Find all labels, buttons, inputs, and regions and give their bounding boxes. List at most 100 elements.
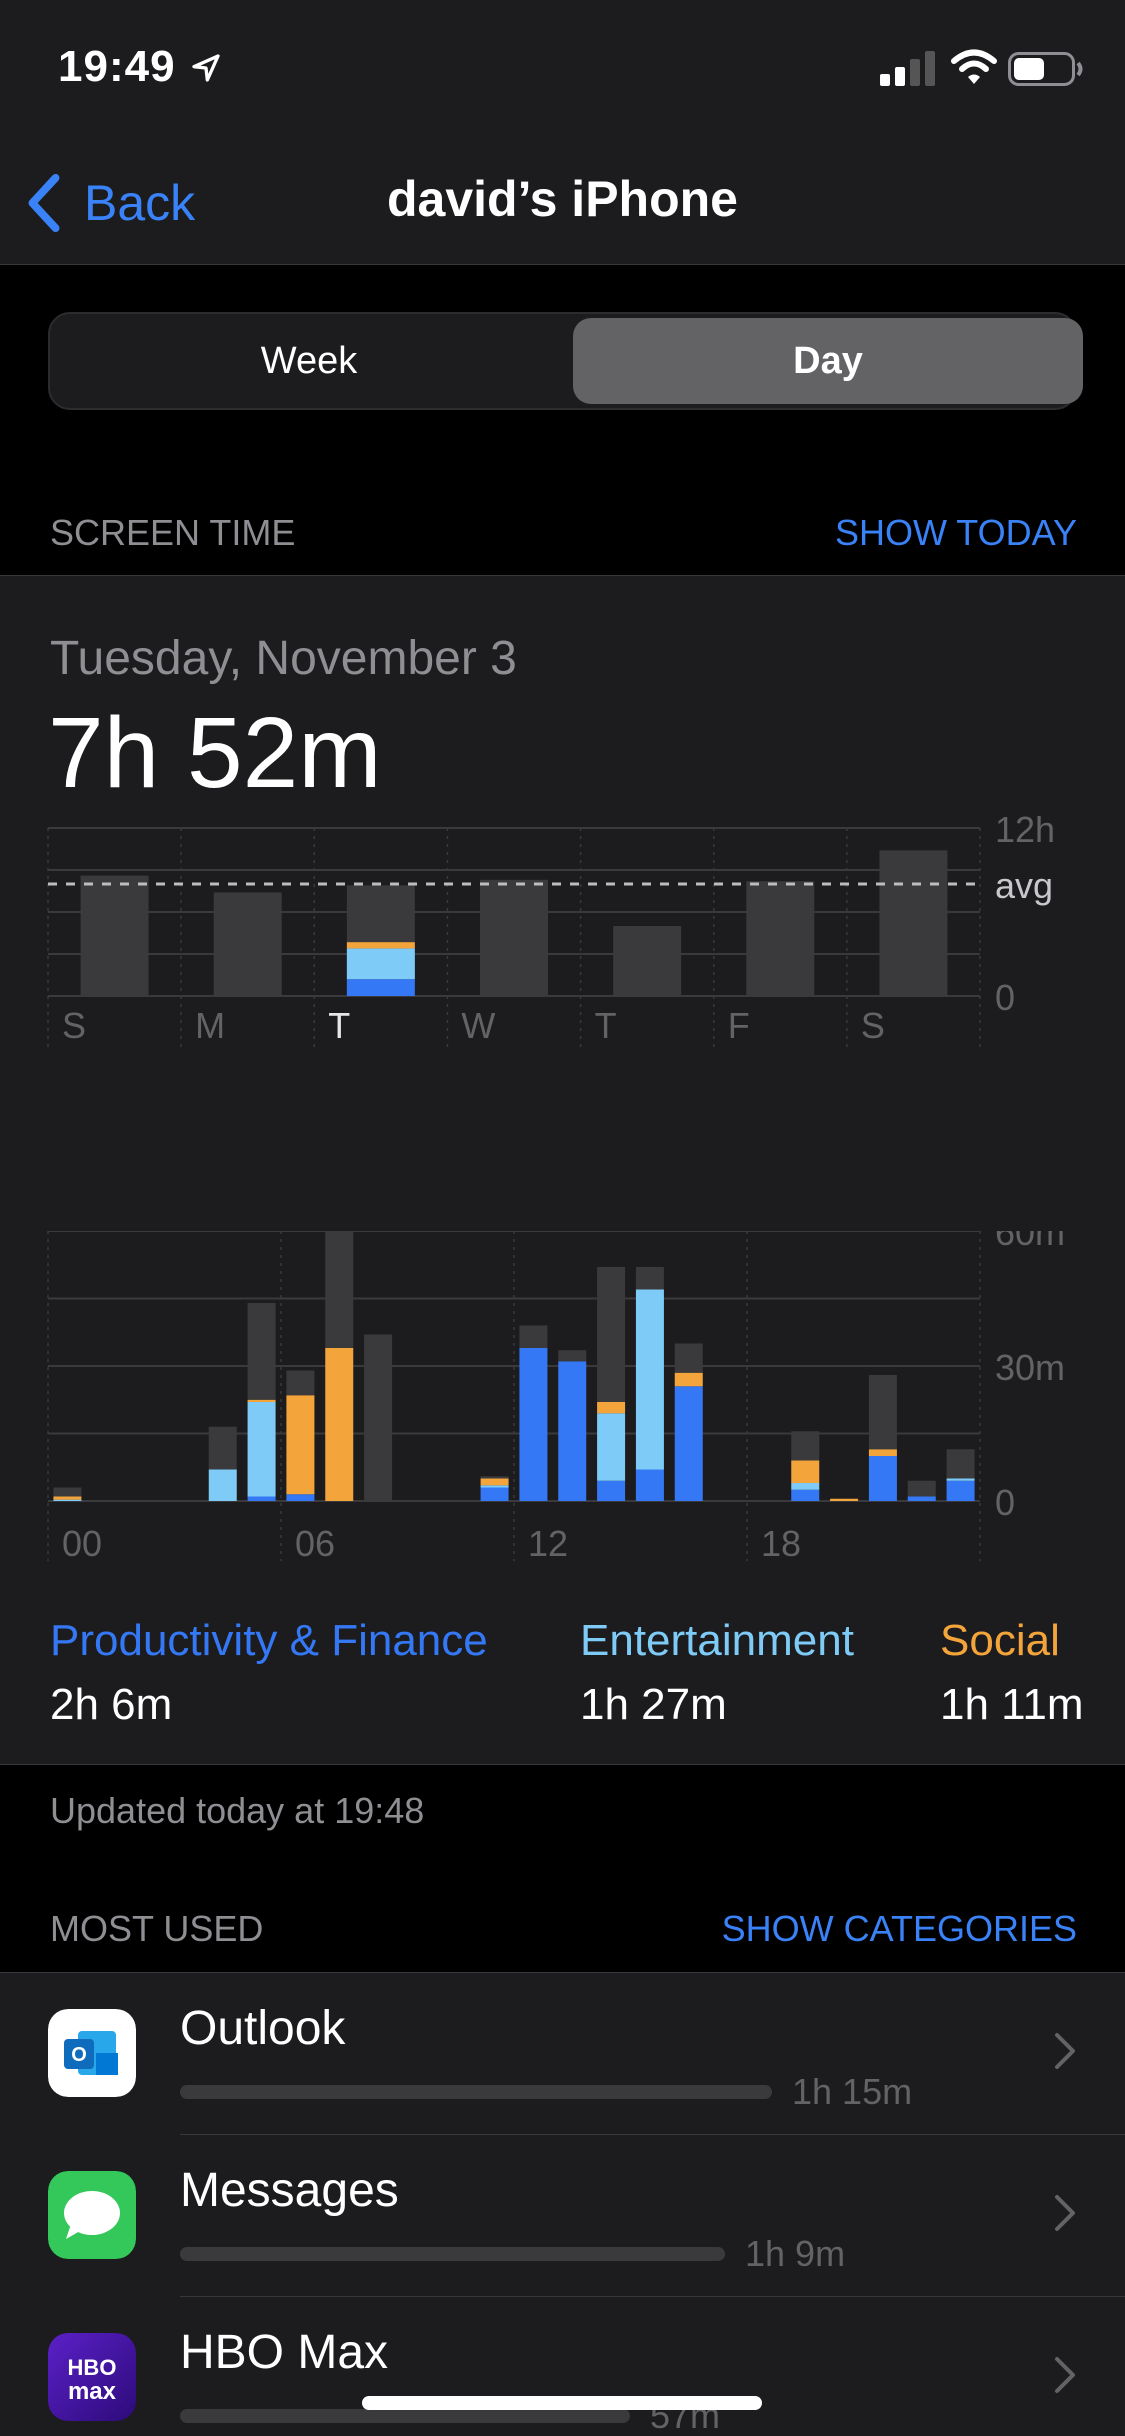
y-tick-label: 30m [995, 1347, 1065, 1388]
usage-bar [180, 2085, 772, 2099]
weekly-usage-chart: 12h avg 0 S M T W T F S [47, 816, 1055, 1051]
bar-segment-productivity [247, 1496, 276, 1501]
usage-bar [180, 2409, 630, 2423]
legend-social: Social 1h 11m [940, 1616, 1084, 1730]
updated-label: Updated today at 19:48 [50, 1790, 425, 1831]
x-tick-label: 06 [295, 1523, 335, 1564]
x-tick-label: M [195, 1005, 225, 1046]
bar-segment-social [868, 1449, 897, 1456]
bar-segment-productivity [286, 1494, 315, 1501]
bar-segment-other [907, 1480, 936, 1497]
most-used-label: MOST USED [50, 1908, 264, 1949]
home-indicator [362, 2396, 762, 2410]
bar-segment-other [597, 1267, 626, 1402]
bar-segment-entertainment [597, 1413, 626, 1481]
bar-segment-productivity [791, 1489, 820, 1501]
legend-time: 1h 11m [940, 1680, 1084, 1729]
bar-segment-productivity [868, 1456, 897, 1501]
bar-segment-entertainment [946, 1478, 975, 1481]
bar-segment-other [946, 1449, 975, 1479]
x-tick-label: 12 [528, 1523, 568, 1564]
x-tick-label: S [861, 1005, 885, 1046]
y-tick-label: 0 [995, 1482, 1015, 1523]
x-tick-label: 00 [62, 1523, 102, 1564]
bar-segment-social [286, 1395, 315, 1495]
row-divider [180, 2134, 1125, 2135]
bar-segment-other [53, 1487, 82, 1497]
bar-segment-entertainment [53, 1499, 82, 1501]
app-row-outlook[interactable]: O Outlook 1h 15m [0, 1973, 1125, 2135]
chevron-right-icon [1055, 2357, 1075, 2393]
bar-segment-social [247, 1399, 276, 1402]
bar-segment-social [325, 1348, 354, 1501]
row-divider [180, 2296, 1125, 2297]
chevron-right-icon [1055, 2033, 1075, 2069]
usage-bar [180, 2247, 725, 2261]
bar-segment-social [346, 942, 415, 949]
bar-segment-entertainment [791, 1483, 820, 1490]
bar-segment-other [791, 1431, 820, 1461]
bar-segment-other [746, 881, 815, 996]
bar-segment-other [325, 1231, 354, 1348]
back-label: Back [84, 175, 196, 231]
y-tick-label: avg [995, 865, 1053, 906]
bar-segment-productivity [346, 979, 415, 996]
show-categories-button[interactable]: SHOW CATEGORIES [721, 1908, 1077, 1949]
app-row-messages[interactable]: Messages 1h 9m [0, 2135, 1125, 2297]
x-tick-label: T [328, 1005, 350, 1046]
chevron-right-icon [1055, 2195, 1075, 2231]
bar-segment-other [879, 850, 948, 996]
bar-segment-social [53, 1496, 82, 1500]
segment-week[interactable]: Week [260, 339, 358, 382]
status-time: 19:49 [58, 42, 176, 91]
app-row-hbo-max[interactable]: HBO max HBO Max 57m [0, 2297, 1125, 2436]
week-day-segmented-control: Week Day [48, 312, 1083, 410]
x-tick-label: W [461, 1005, 495, 1046]
screen-time-card: Tuesday, November 3 7h 52m 12h avg 0 S M T W T F… [0, 575, 1125, 1765]
total-screen-time: 7h 52m [48, 697, 382, 809]
bar-segment-other [613, 926, 682, 996]
bar-segment-productivity [558, 1361, 587, 1501]
location-arrow-icon [192, 54, 220, 82]
screen-time-label: SCREEN TIME [50, 512, 296, 553]
bar-segment-social [674, 1372, 703, 1387]
bar-segment-other [480, 879, 548, 996]
bar-segment-entertainment [247, 1402, 276, 1497]
bar-segment-social [830, 1498, 859, 1501]
wifi-icon [951, 49, 997, 84]
bar-segment-productivity [946, 1480, 975, 1501]
x-tick-label: F [728, 1005, 750, 1046]
x-tick-label: S [62, 1005, 86, 1046]
bar-segment-other [247, 1303, 276, 1400]
status-bar: 19:49 [0, 0, 1125, 140]
show-today-button[interactable]: SHOW TODAY [834, 512, 1077, 553]
date-label: Tuesday, November 3 [50, 632, 517, 685]
back-button[interactable]: Back [24, 168, 195, 238]
bar-segment-other [868, 1375, 897, 1450]
screen-time-header: SCREEN TIME SHOW TODAY [0, 456, 1125, 576]
legend-label: Productivity & Finance [50, 1616, 488, 1665]
y-tick-label: 60m [995, 1231, 1065, 1253]
hbo-max-app-icon: HBO max [48, 2333, 136, 2421]
bar-segment-other [674, 1343, 703, 1373]
bar-segment-social [480, 1478, 509, 1486]
bar-segment-entertainment [480, 1485, 509, 1488]
legend-label: Entertainment [580, 1616, 854, 1665]
segment-day[interactable]: Day [573, 318, 1083, 404]
bar-segment-other [558, 1350, 587, 1362]
messages-app-icon [48, 2171, 136, 2259]
bar-segment-other [208, 1426, 237, 1470]
bar-segment-social [597, 1402, 626, 1414]
app-time: 1h 15m [792, 2071, 913, 2112]
bar-segment-productivity [480, 1487, 509, 1501]
chevron-left-icon [28, 173, 60, 233]
svg-text:O: O [71, 2044, 87, 2066]
app-name: Messages [180, 2164, 399, 2217]
bar-segment-other [346, 885, 415, 943]
bar-segment-entertainment [635, 1289, 664, 1470]
bar-segment-other [80, 875, 149, 996]
page-title: david’s iPhone [386, 171, 738, 227]
app-name: Outlook [180, 2002, 346, 2055]
legend-productivity: Productivity & Finance 2h 6m [50, 1616, 488, 1730]
